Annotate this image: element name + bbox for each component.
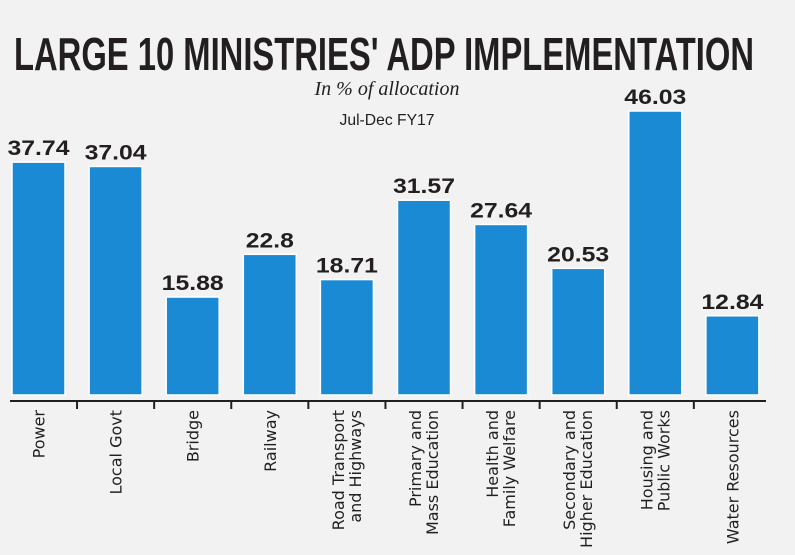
category-label: Water Resources (723, 410, 742, 544)
category-label: Health and (483, 410, 502, 498)
bar (396, 199, 452, 396)
bar (628, 110, 683, 396)
category-label: and Highways (346, 410, 365, 523)
category-label: Mass Education (423, 410, 442, 535)
bar (473, 223, 529, 396)
value-label: 22.8 (246, 229, 294, 252)
chart-title: LARGE 10 MINISTRIES' ADP IMPLEMENTATION (14, 28, 754, 80)
bar (705, 315, 760, 396)
bar (242, 253, 298, 396)
category-label: Family Welfare (500, 410, 519, 527)
category-label: Road Transport (329, 410, 348, 530)
value-label: 12.84 (701, 291, 763, 314)
bar (11, 161, 66, 396)
category-label: Housing and (637, 410, 656, 510)
value-label: 15.88 (162, 272, 224, 295)
value-label: 37.04 (85, 141, 147, 164)
bar (88, 165, 143, 396)
bar (550, 267, 606, 396)
value-label: 18.71 (316, 255, 378, 278)
value-label: 27.64 (470, 199, 532, 222)
category-label: Secondary and (560, 410, 579, 530)
value-label: 31.57 (393, 175, 455, 198)
chart-period: Jul-Dec FY17 (340, 112, 435, 129)
category-label: Higher Education (577, 410, 596, 548)
bar (319, 278, 375, 396)
category-label: Public Works (654, 410, 673, 511)
category-label: Primary and (406, 410, 425, 507)
value-label: 46.03 (624, 86, 686, 109)
value-label: 37.74 (8, 137, 70, 160)
chart-subtitle: In % of allocation (314, 78, 460, 100)
category-label: Local Govt (107, 410, 126, 494)
value-label: 20.53 (547, 243, 609, 266)
category-label: Bridge (184, 410, 203, 462)
category-label: Power (30, 410, 49, 459)
bar (165, 296, 220, 396)
category-label: Railway (261, 410, 280, 472)
